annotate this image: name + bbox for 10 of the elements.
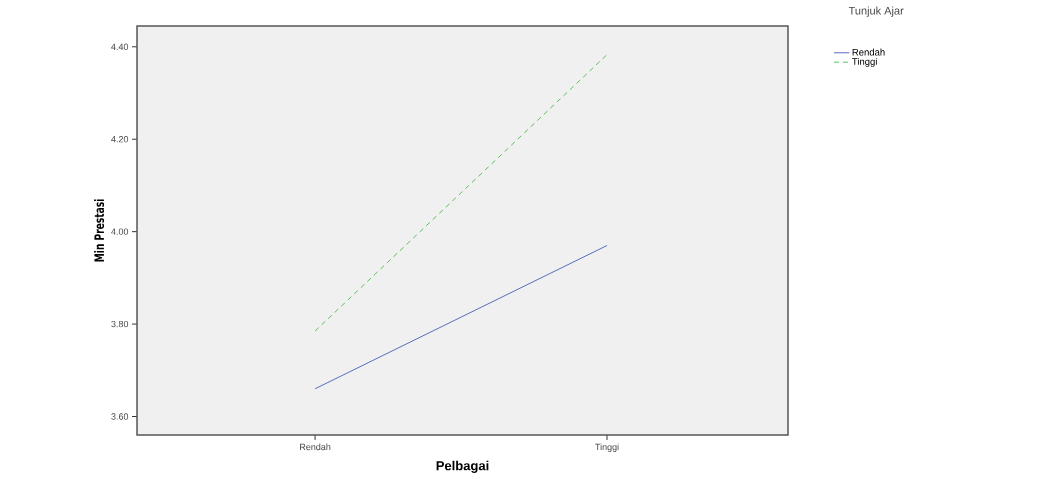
legend-label: Rendah xyxy=(852,48,885,56)
x-axis-title: Pelbagai xyxy=(436,460,489,473)
y-tick-label: 4.20 xyxy=(111,136,129,143)
y-tick-label: 3.80 xyxy=(111,320,129,328)
y-tick-label: 4.40 xyxy=(111,43,129,50)
y-tick-label: 3.60 xyxy=(111,413,129,420)
y-tick-label: 4.00 xyxy=(111,228,129,235)
y-axis-title: Min Prestasi xyxy=(94,199,105,262)
legend-title: Tunjuk Ajar xyxy=(848,6,904,17)
legend-label: Tinggi xyxy=(852,57,877,67)
